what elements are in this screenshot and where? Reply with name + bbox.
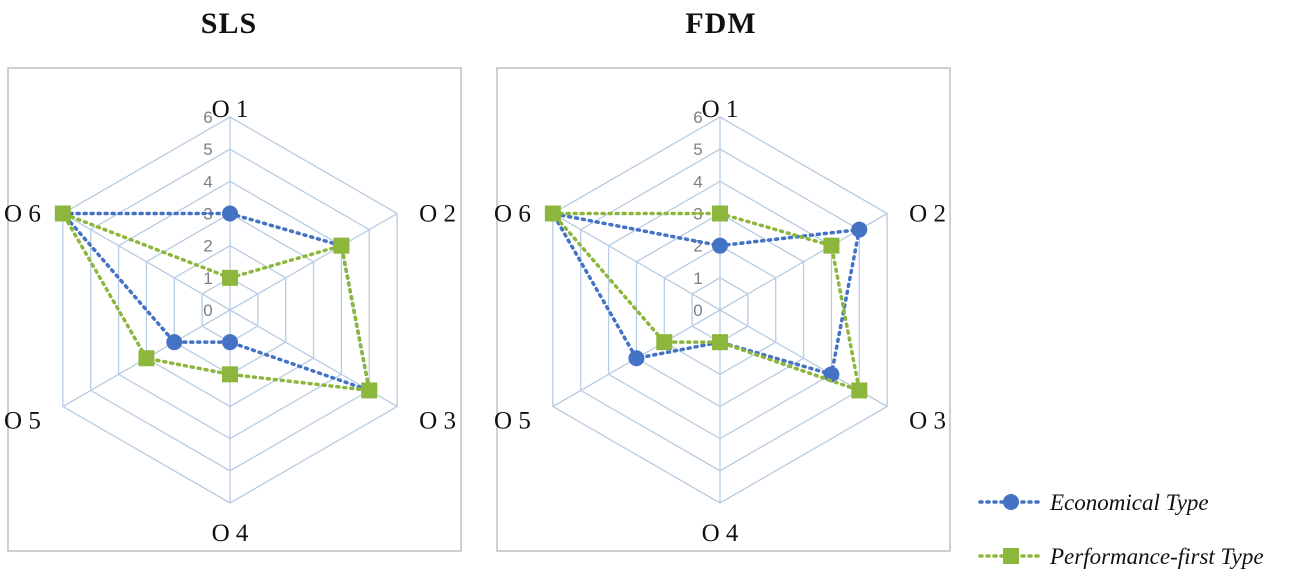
data-point-performance-fdm xyxy=(712,334,728,351)
category-label-sls: O 3 xyxy=(419,408,456,435)
legend: Economical Type Performance-first Type xyxy=(978,490,1264,569)
category-label-fdm: O 5 xyxy=(494,408,531,435)
series-line-economical-fdm xyxy=(549,211,862,377)
tick-label-sls: 0 xyxy=(203,301,212,320)
tick-label-fdm: 2 xyxy=(693,237,702,256)
legend-marker-performance xyxy=(1003,548,1019,564)
category-label-sls: O 6 xyxy=(4,201,41,228)
tick-label-fdm: 1 xyxy=(693,269,702,288)
category-label-fdm: O 3 xyxy=(909,408,946,435)
data-point-performance-sls xyxy=(222,269,238,286)
grid-spoke-6-sls xyxy=(62,212,231,311)
legend-marker-economical xyxy=(1003,494,1019,510)
category-label-sls: O 4 xyxy=(212,520,249,547)
data-point-performance-sls xyxy=(333,237,350,254)
data-point-economical-sls xyxy=(166,334,183,351)
data-point-economical-fdm xyxy=(851,221,868,238)
tick-label-fdm: 4 xyxy=(693,172,702,191)
data-point-performance-fdm xyxy=(712,205,728,222)
tick-label-fdm: 6 xyxy=(693,108,702,127)
tick-label-sls: 1 xyxy=(203,269,212,288)
category-label-fdm: O 2 xyxy=(909,201,946,228)
category-label-fdm: O 1 xyxy=(702,96,739,123)
tick-label-sls: 3 xyxy=(203,205,212,224)
grid-spoke-6-fdm xyxy=(552,212,721,311)
category-label-sls: O 2 xyxy=(419,201,456,228)
radar-chart-fdm: 0 1 2 3 4 5 6O 1 O 2 O 3 O 4 O 5 O 6 xyxy=(494,96,946,547)
tick-label-sls: 4 xyxy=(203,172,212,191)
category-label-sls: O 5 xyxy=(4,408,41,435)
data-point-economical-sls xyxy=(222,334,238,351)
data-point-performance-sls xyxy=(54,205,71,222)
data-point-performance-sls xyxy=(222,366,238,383)
chart-frame-fdm xyxy=(496,67,951,552)
legend-label-performance: Performance-first Type xyxy=(1049,544,1264,569)
legend-item-economical: Economical Type xyxy=(978,490,1209,515)
legend-item-performance: Performance-first Type xyxy=(978,544,1264,569)
category-label-fdm: O 6 xyxy=(494,201,531,228)
data-point-performance-sls xyxy=(361,382,378,399)
tick-label-fdm: 5 xyxy=(693,140,702,159)
radar-chart-sls: 0 1 2 3 4 5 6O 1 O 2 O 3 O 4 O 5 O 6 xyxy=(4,96,456,547)
tick-label-fdm: 0 xyxy=(693,301,702,320)
tick-label-sls: 5 xyxy=(203,140,212,159)
data-point-economical-fdm xyxy=(712,237,728,254)
data-point-performance-sls xyxy=(138,350,155,367)
data-point-economical-fdm xyxy=(628,350,645,367)
tick-label-sls: 6 xyxy=(203,108,212,127)
category-label-sls: O 1 xyxy=(212,96,249,123)
chart-frame-sls xyxy=(7,67,462,552)
data-point-economical-sls xyxy=(222,205,238,222)
data-point-performance-fdm xyxy=(656,334,673,351)
grid-spoke-2-sls xyxy=(229,212,398,311)
legend-label-economical: Economical Type xyxy=(1049,490,1209,515)
data-point-performance-fdm xyxy=(823,237,840,254)
data-point-performance-fdm xyxy=(851,382,868,399)
tick-label-fdm: 3 xyxy=(693,205,702,224)
category-label-fdm: O 4 xyxy=(702,520,739,547)
data-point-performance-fdm xyxy=(544,205,561,222)
tick-label-sls: 2 xyxy=(203,237,212,256)
chart-title-fdm: FDM xyxy=(685,7,756,40)
chart-title-sls: SLS xyxy=(201,7,257,40)
